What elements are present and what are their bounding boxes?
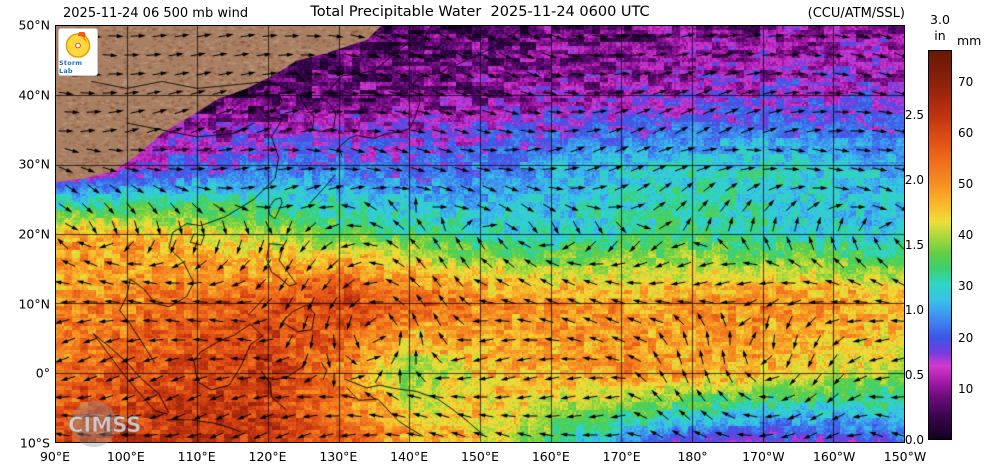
colorbar-mm-tick: 20 bbox=[958, 330, 974, 345]
y-tick-label: 0° bbox=[35, 365, 50, 381]
colorbar-mm-tick: 50 bbox=[958, 177, 974, 192]
x-tick-label: 170°W bbox=[742, 449, 785, 464]
x-tick-label: 150°W bbox=[883, 449, 927, 464]
chart-title: Total Precipitable Water 2025-11-24 0600… bbox=[310, 4, 650, 20]
typhoon-icon bbox=[65, 32, 91, 58]
colorbar-mm-unit: mm bbox=[957, 33, 982, 48]
globe-icon: CIMSS bbox=[68, 401, 142, 447]
y-tick-label: 50°N bbox=[18, 17, 50, 33]
colorbar-mm-tick: 70 bbox=[958, 74, 974, 89]
credit-label: (CCU/ATM/SSL) bbox=[807, 6, 905, 21]
plot-frame bbox=[55, 25, 905, 443]
colorbar-inch-tick: 2.0 bbox=[904, 173, 924, 187]
y-tick-label: 40°N bbox=[18, 87, 50, 103]
x-tick-label: 110°E bbox=[177, 449, 216, 464]
x-tick-label: 150°E bbox=[460, 449, 500, 464]
x-tick-label: 170°E bbox=[602, 449, 641, 464]
y-tick-label: 10°S bbox=[19, 435, 50, 451]
colorbar-inch-tick: 0.5 bbox=[904, 368, 924, 382]
x-tick-label: 160°E bbox=[531, 449, 570, 464]
x-tick-label: 140°E bbox=[390, 449, 429, 464]
colorbar-inch-tick: 1.5 bbox=[904, 238, 924, 252]
y-tick-label: 10°N bbox=[18, 296, 50, 312]
x-tick-label: 160°W bbox=[812, 449, 856, 464]
x-tick-label: 120°E bbox=[248, 449, 287, 464]
wind-overlay-label: 2025-11-24 06 500 mb wind bbox=[63, 6, 249, 21]
cimss-watermark: CIMSS bbox=[56, 394, 186, 454]
x-tick-label: 100°E bbox=[106, 449, 145, 464]
colorbar-mm-tick: 30 bbox=[958, 279, 974, 294]
y-tick-label: 30°N bbox=[18, 156, 50, 172]
colorbar-mm-tick: 40 bbox=[958, 228, 974, 243]
cimss-watermark-text: CIMSS bbox=[68, 413, 141, 437]
colorbar-mm-tick: 10 bbox=[958, 381, 974, 396]
colorbar-mm-tick: 60 bbox=[958, 125, 974, 140]
storm-lab-logo: Storm Lab bbox=[58, 28, 98, 76]
x-tick-label: 130°E bbox=[319, 449, 358, 464]
colorbar-inch-tick: 1.0 bbox=[904, 303, 924, 317]
tpw-map-canvas bbox=[56, 26, 904, 442]
colorbar-inch-tick: 2.5 bbox=[904, 108, 924, 122]
storm-lab-logo-text: Storm Lab bbox=[59, 59, 83, 75]
colorbar-max-inch-label: 3.0 bbox=[930, 12, 950, 27]
colorbar-gradient bbox=[928, 50, 952, 440]
colorbar-inch-unit: in bbox=[934, 28, 946, 43]
y-tick-label: 20°N bbox=[18, 226, 50, 242]
x-tick-label: 180° bbox=[677, 449, 708, 464]
colorbar-inch-tick: 0.0 bbox=[904, 433, 924, 447]
x-tick-label: 90°E bbox=[39, 449, 71, 464]
